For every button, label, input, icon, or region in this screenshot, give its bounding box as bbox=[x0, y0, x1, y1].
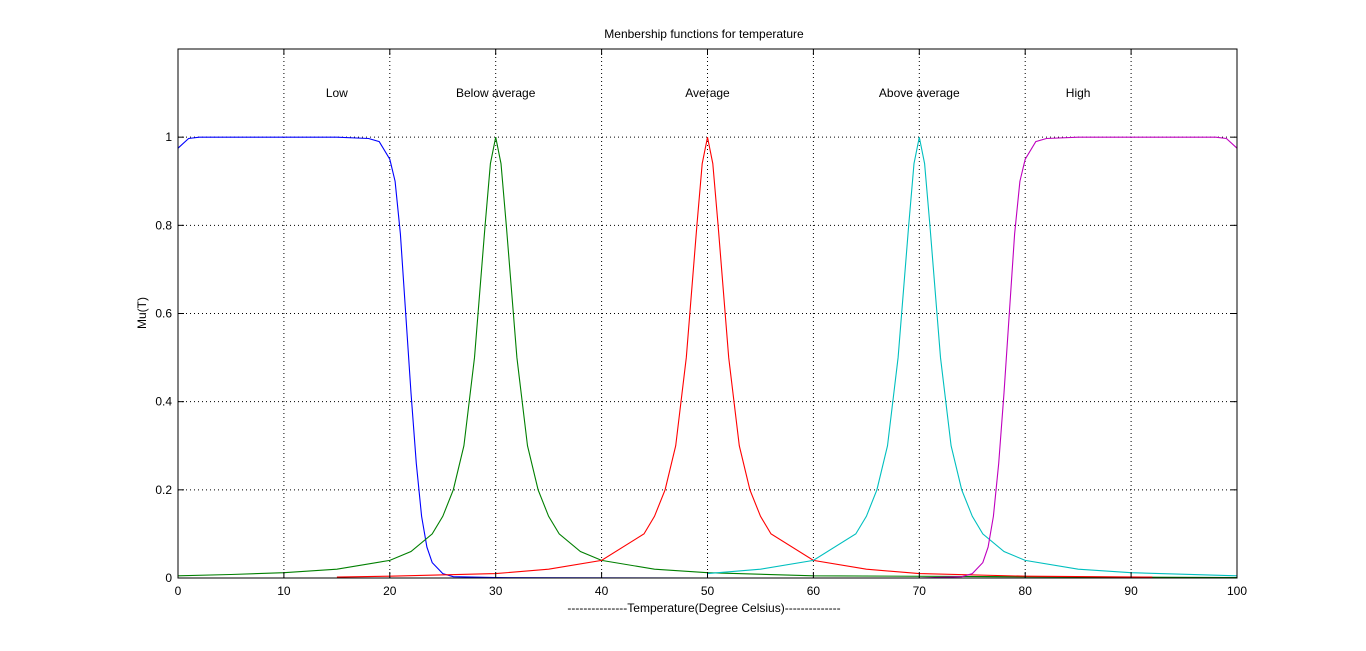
x-axis-label: ---------------Temperature(Degree Celsiu… bbox=[567, 601, 840, 615]
annotation-label-2: Below average bbox=[456, 86, 536, 100]
series-line-4 bbox=[707, 137, 1238, 577]
series-line-2 bbox=[177, 137, 1238, 579]
y-tick-label: 0.8 bbox=[155, 218, 172, 232]
y-tick-label: 0.2 bbox=[155, 483, 172, 497]
x-tick-label: 40 bbox=[595, 584, 609, 598]
series-line-5 bbox=[919, 136, 1238, 579]
x-tick-label: 80 bbox=[1019, 584, 1033, 598]
y-tick-label: 0 bbox=[165, 571, 172, 585]
y-tick-label: 0.4 bbox=[155, 395, 172, 409]
x-tick-label: 100 bbox=[1227, 584, 1247, 598]
annotation-label-5: High bbox=[1066, 86, 1091, 100]
annotation-label-3: Average bbox=[685, 86, 730, 100]
x-tick-label: 60 bbox=[807, 584, 821, 598]
x-tick-label: 20 bbox=[383, 584, 397, 598]
annotation-label-4: Above average bbox=[879, 86, 960, 100]
x-tick-label: 90 bbox=[1124, 584, 1138, 598]
y-tick-label: 1 bbox=[165, 130, 172, 144]
chart-title: Menbership functions for temperature bbox=[604, 27, 804, 41]
x-tick-label: 30 bbox=[489, 584, 503, 598]
x-tick-label: 70 bbox=[913, 584, 927, 598]
annotation-label-1: Low bbox=[326, 86, 348, 100]
series-group bbox=[177, 136, 1238, 579]
annotations: Low Below average Average Above average High bbox=[326, 86, 1091, 100]
ticks: 0 10 20 30 40 50 60 70 80 90 100 0 0.2 0.4 0.6 0.8 1 bbox=[155, 49, 1247, 598]
x-tick-label: 0 bbox=[175, 584, 182, 598]
x-tick-label: 50 bbox=[701, 584, 715, 598]
y-tick-label: 0.6 bbox=[155, 307, 172, 321]
y-axis-label: Mu(T) bbox=[135, 297, 149, 329]
x-tick-label: 10 bbox=[277, 584, 291, 598]
